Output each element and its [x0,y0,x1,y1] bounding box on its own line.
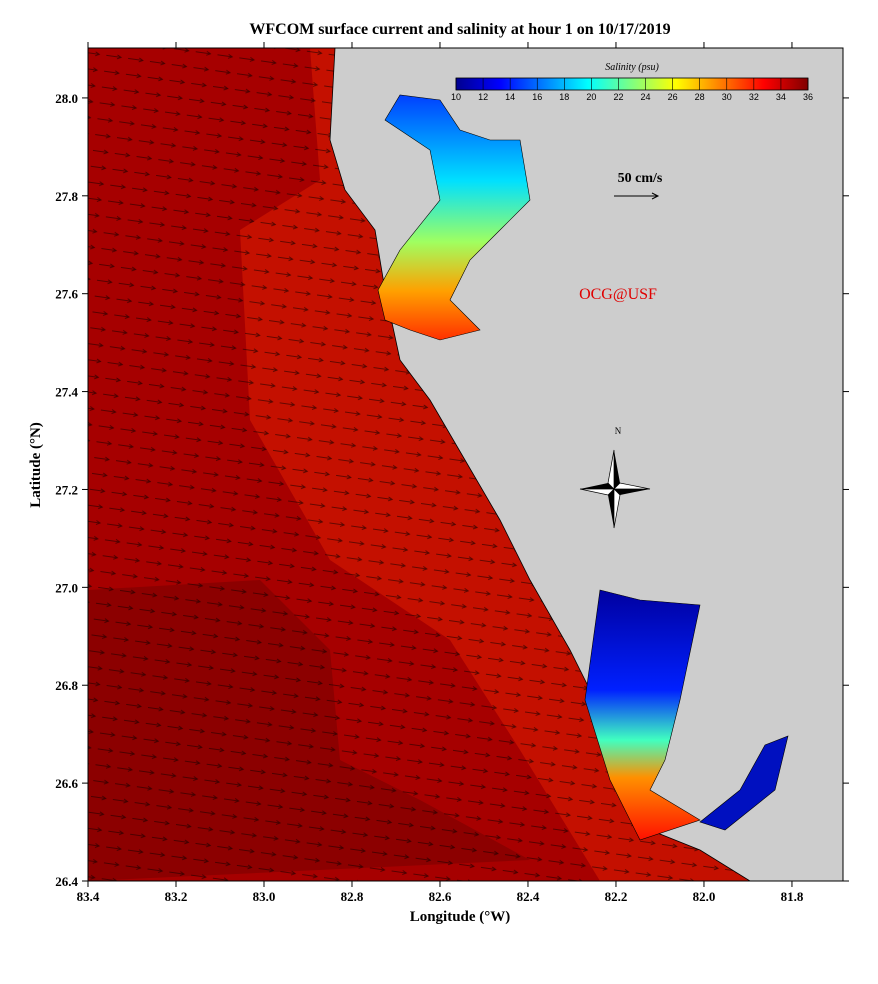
scale-arrowhead [651,192,660,200]
colorbar-tick-label: 18 [559,92,569,102]
map-area [88,48,843,881]
y-tick-label: 26.6 [55,776,78,791]
colorbar-tick-label: 26 [668,92,678,102]
scale-label: 50 cm/s [618,171,663,186]
colorbar-tick-label: 14 [505,92,515,102]
y-tick-label: 27.8 [55,189,78,204]
y-tick-label: 27.0 [55,580,78,595]
x-tick-label: 82.0 [693,889,716,904]
colorbar-tick-label: 12 [478,92,488,102]
colorbar-tick-label: 28 [695,92,705,102]
colorbar-tick-label: 32 [749,92,759,102]
x-tick-label: 83.0 [253,889,276,904]
x-tick-label: 82.6 [429,889,452,904]
x-tick-label: 83.2 [165,889,188,904]
y-axis-label: Latitude (°N) [28,422,44,508]
colorbar [455,77,809,91]
x-tick-label: 82.8 [341,889,364,904]
credit: OCG@USF [579,286,657,303]
colorbar-tick-label: 30 [722,92,732,102]
colorbar-tick-label: 10 [451,92,461,102]
colorbar-tick-label: 24 [641,92,651,102]
north-label: N [615,426,622,436]
x-tick-label: 82.2 [605,889,628,904]
colorbar-tick-label: 34 [776,92,786,102]
caloosahatchee [699,735,789,831]
y-tick-label: 27.6 [55,287,78,302]
colorbar-tick-label: 22 [613,92,623,102]
colorbar-tick-label: 20 [586,92,596,102]
x-tick-label: 83.4 [77,889,100,904]
y-tick-label: 26.4 [55,874,78,889]
y-tick-label: 27.2 [55,482,78,497]
y-tick-label: 28.0 [55,91,78,106]
colorbar-tick-label: 16 [532,92,542,102]
tampa-bay [377,94,531,341]
y-tick-label: 26.8 [55,678,78,693]
compass [579,449,651,529]
title: WFCOM surface current and salinity at ho… [249,21,670,38]
x-tick-label: 81.8 [781,889,804,904]
colorbar-tick-label: 36 [803,92,813,102]
colorbar-title: Salinity (psu) [605,62,659,73]
y-tick-label: 27.4 [55,385,78,400]
plot-frame [87,47,844,882]
x-axis-label: Longitude (°W) [410,909,511,925]
x-tick-label: 82.4 [517,889,540,904]
charlotte-harbor [584,589,701,841]
